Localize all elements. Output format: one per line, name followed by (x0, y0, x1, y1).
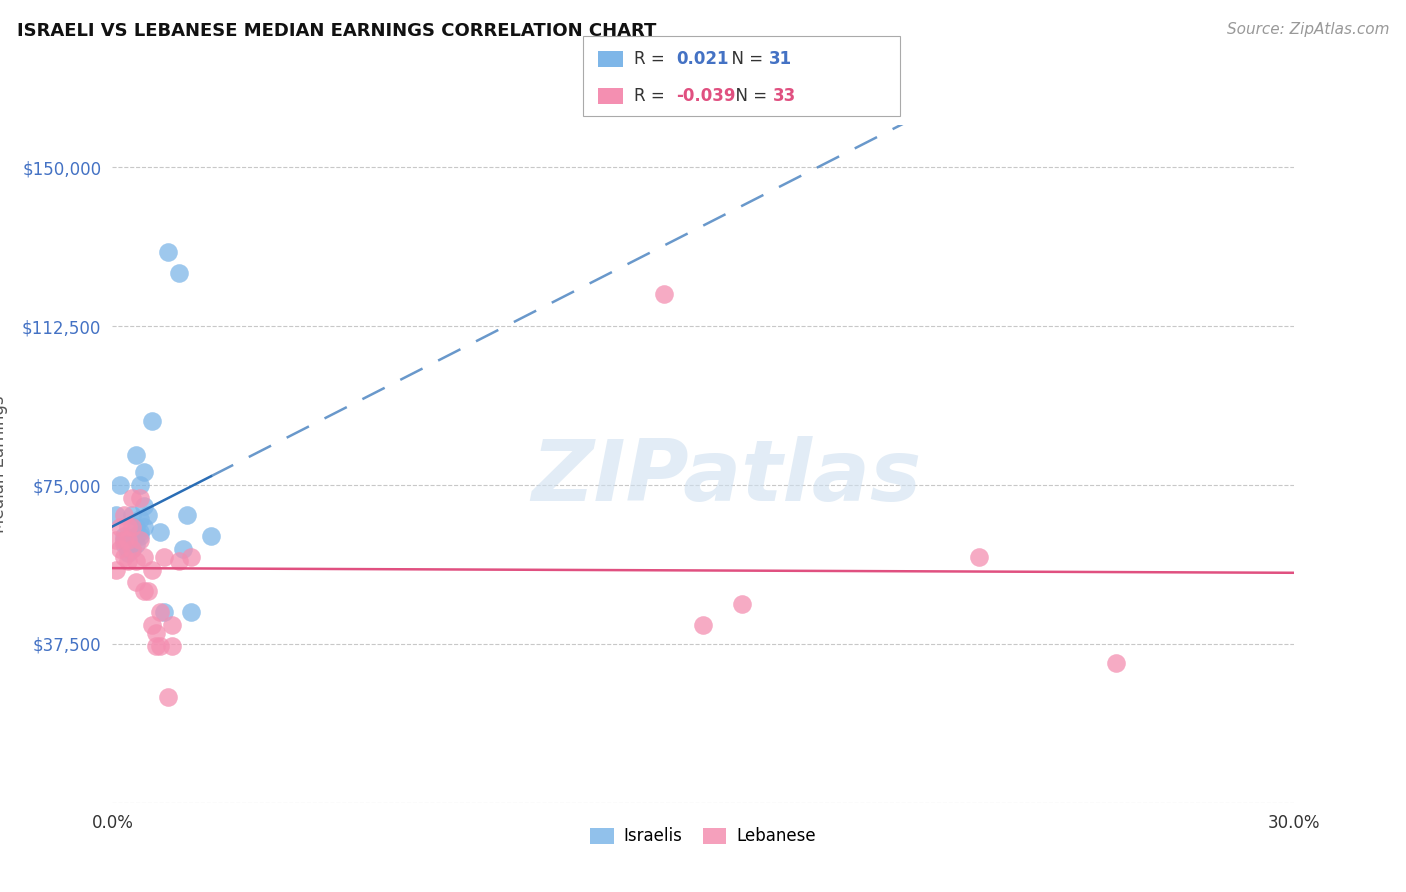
Point (117, 546, 139, 560)
Text: 33: 33 (773, 87, 797, 105)
Point (105, 563, 128, 577)
Point (129, 512, 152, 526)
Point (156, 690, 179, 704)
Point (105, 533, 128, 547)
Point (200, 529, 222, 543)
Point (141, 617, 163, 632)
Point (129, 491, 152, 505)
Point (121, 520, 143, 534)
Point (112, 529, 135, 543)
Point (125, 554, 148, 568)
Point (110, 520, 132, 534)
Point (172, 541, 194, 556)
Text: 31: 31 (769, 50, 792, 68)
Point (125, 520, 148, 534)
Point (156, 244, 179, 259)
Point (136, 583, 159, 598)
Point (129, 529, 152, 543)
Point (1105, 656, 1128, 670)
Point (121, 491, 143, 505)
Point (152, 605, 174, 619)
Text: R =: R = (634, 87, 671, 105)
Point (117, 554, 139, 568)
Point (132, 583, 155, 598)
Point (180, 549, 202, 565)
Point (132, 520, 155, 534)
Point (160, 639, 183, 653)
Point (125, 537, 148, 551)
Point (149, 639, 172, 653)
Point (105, 508, 128, 522)
Text: -0.039: -0.039 (676, 87, 735, 105)
Point (112, 537, 135, 551)
Point (652, 287, 675, 301)
Point (145, 626, 167, 640)
Point (692, 617, 714, 632)
Point (112, 508, 135, 522)
Point (125, 575, 148, 590)
Text: Source: ZipAtlas.com: Source: ZipAtlas.com (1226, 22, 1389, 37)
Point (129, 478, 152, 492)
Point (117, 520, 139, 534)
Point (125, 529, 148, 543)
Point (125, 448, 148, 462)
Point (149, 605, 172, 619)
Point (121, 508, 143, 522)
Text: ISRAELI VS LEBANESE MEDIAN EARNINGS CORRELATION CHART: ISRAELI VS LEBANESE MEDIAN EARNINGS CORR… (17, 22, 657, 40)
Point (132, 466, 155, 480)
Point (160, 617, 183, 632)
Point (132, 500, 155, 514)
Text: N =: N = (721, 50, 769, 68)
Point (145, 639, 167, 653)
Point (169, 554, 191, 568)
Point (141, 563, 163, 577)
Point (149, 524, 172, 539)
Point (967, 549, 990, 565)
Point (169, 266, 191, 280)
Point (132, 549, 155, 565)
Point (117, 541, 139, 556)
Text: 0.021: 0.021 (676, 50, 728, 68)
Legend: Israelis, Lebanese: Israelis, Lebanese (583, 821, 823, 852)
Text: R =: R = (634, 50, 671, 68)
Text: ZIPatlas: ZIPatlas (531, 436, 922, 519)
Point (112, 533, 135, 547)
Point (129, 533, 152, 547)
Point (110, 541, 132, 556)
Point (110, 478, 132, 492)
Point (180, 605, 202, 619)
Point (731, 597, 754, 611)
Point (121, 541, 143, 556)
Point (152, 549, 174, 565)
Point (112, 549, 135, 565)
Point (121, 533, 143, 547)
Point (136, 508, 159, 522)
Point (176, 508, 198, 522)
Point (117, 533, 139, 547)
Point (141, 414, 163, 428)
Point (112, 533, 135, 547)
Y-axis label: Median Earnings: Median Earnings (0, 395, 8, 533)
Point (129, 524, 152, 539)
Text: N =: N = (725, 87, 773, 105)
Point (121, 541, 143, 556)
